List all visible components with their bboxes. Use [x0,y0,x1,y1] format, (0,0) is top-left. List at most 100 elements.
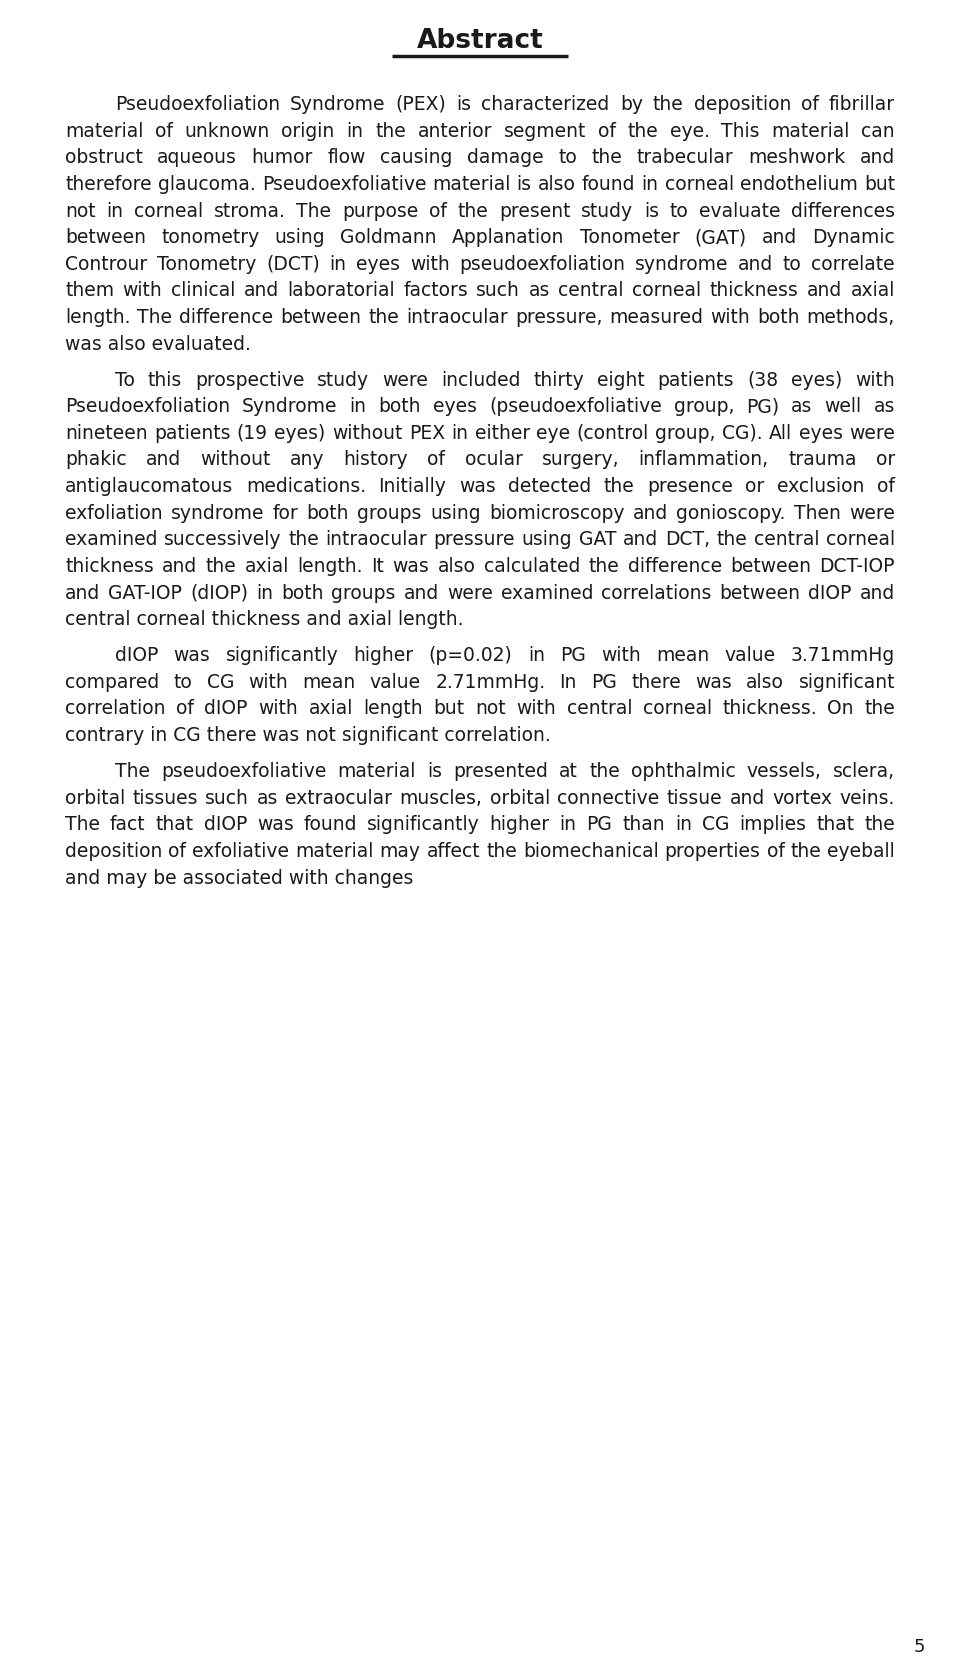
Text: were: were [447,584,492,602]
Text: of: of [429,201,446,221]
Text: groups: groups [331,584,396,602]
Text: The: The [115,761,150,781]
Text: presented: presented [453,761,548,781]
Text: DCT,: DCT, [665,530,710,549]
Text: Syndrome: Syndrome [242,397,338,417]
Text: dIOP: dIOP [808,584,852,602]
Text: deposition: deposition [65,842,162,860]
Text: length.: length. [298,557,363,576]
Text: dIOP: dIOP [115,646,158,664]
Text: PG: PG [587,815,612,833]
Text: is: is [516,174,532,194]
Text: eyeball: eyeball [828,842,895,860]
Text: in: in [675,815,692,833]
Text: Dynamic: Dynamic [812,228,895,248]
Text: 2.71mmHg.: 2.71mmHg. [435,673,545,691]
Text: CG: CG [702,815,730,833]
Text: and: and [146,450,181,468]
Text: this: this [148,370,182,390]
Text: correlate: correlate [811,254,895,274]
Text: inflammation,: inflammation, [638,450,769,468]
Text: correlation: correlation [65,699,165,718]
Text: using: using [275,228,325,248]
Text: the: the [375,122,406,141]
Text: of: of [155,122,173,141]
Text: them: them [65,281,114,299]
Text: that: that [156,815,194,833]
Text: in: in [451,423,468,443]
Text: central: central [754,530,819,549]
Text: Tonometry: Tonometry [156,254,256,274]
Text: Pseudoexfoliation: Pseudoexfoliation [115,95,280,114]
Text: or: or [876,450,895,468]
Text: but: but [864,174,895,194]
Text: between: between [731,557,811,576]
Text: Pseudoexfoliation: Pseudoexfoliation [65,397,230,417]
Text: gonioscopy.: gonioscopy. [677,504,785,522]
Text: evaluate: evaluate [699,201,780,221]
Text: Syndrome: Syndrome [290,95,386,114]
Text: corneal: corneal [664,174,733,194]
Text: fibrillar: fibrillar [828,95,895,114]
Text: as: as [874,397,895,417]
Text: surgery,: surgery, [541,450,619,468]
Text: GAT: GAT [579,530,616,549]
Text: compared: compared [65,673,159,691]
Text: and may be associated with changes: and may be associated with changes [65,868,414,887]
Text: tissues: tissues [132,788,198,806]
Text: the: the [487,842,517,860]
Text: of: of [877,477,895,495]
Text: examined: examined [501,584,593,602]
Text: segment: segment [504,122,586,141]
Text: and: and [244,281,278,299]
Text: length.: length. [65,308,131,326]
Text: the: the [716,530,747,549]
Text: study: study [581,201,633,221]
Text: the: the [589,761,620,781]
Text: biomechanical: biomechanical [523,842,659,860]
Text: CG).: CG). [722,423,763,443]
Text: and: and [633,504,668,522]
Text: higher: higher [353,646,414,664]
Text: calculated: calculated [484,557,580,576]
Text: without: without [201,450,271,468]
Text: characterized: characterized [482,95,610,114]
Text: included: included [441,370,520,390]
Text: exfoliation: exfoliation [65,504,162,522]
Text: well: well [825,397,862,417]
Text: corneal: corneal [642,699,711,718]
Text: was: was [459,477,495,495]
Text: causing: causing [380,149,453,167]
Text: Pseudoexfoliative: Pseudoexfoliative [262,174,426,194]
Text: in: in [528,646,544,664]
Text: prospective: prospective [195,370,304,390]
Text: or: or [746,477,765,495]
Text: presence: presence [647,477,732,495]
Text: material: material [296,842,373,860]
Text: fact: fact [110,815,146,833]
Text: DCT-IOP: DCT-IOP [820,557,895,576]
Text: groups: groups [357,504,421,522]
Text: in: in [349,397,367,417]
Text: of: of [598,122,615,141]
Text: axial: axial [245,557,289,576]
Text: and: and [65,584,100,602]
Text: dIOP: dIOP [204,699,248,718]
Text: detected: detected [508,477,591,495]
Text: correlations: correlations [601,584,711,602]
Text: using: using [522,530,572,549]
Text: intraocular: intraocular [325,530,427,549]
Text: as: as [791,397,812,417]
Text: without: without [332,423,402,443]
Text: intraocular: intraocular [406,308,508,326]
Text: mean: mean [302,673,355,691]
Text: contrary in CG there was not significant correlation.: contrary in CG there was not significant… [65,726,551,744]
Text: higher: higher [490,815,550,833]
Text: is: is [427,761,443,781]
Text: material: material [432,174,511,194]
Text: with: with [249,673,288,691]
Text: Initially: Initially [378,477,446,495]
Text: as: as [529,281,550,299]
Text: pseudoexfoliative: pseudoexfoliative [161,761,326,781]
Text: successively: successively [164,530,281,549]
